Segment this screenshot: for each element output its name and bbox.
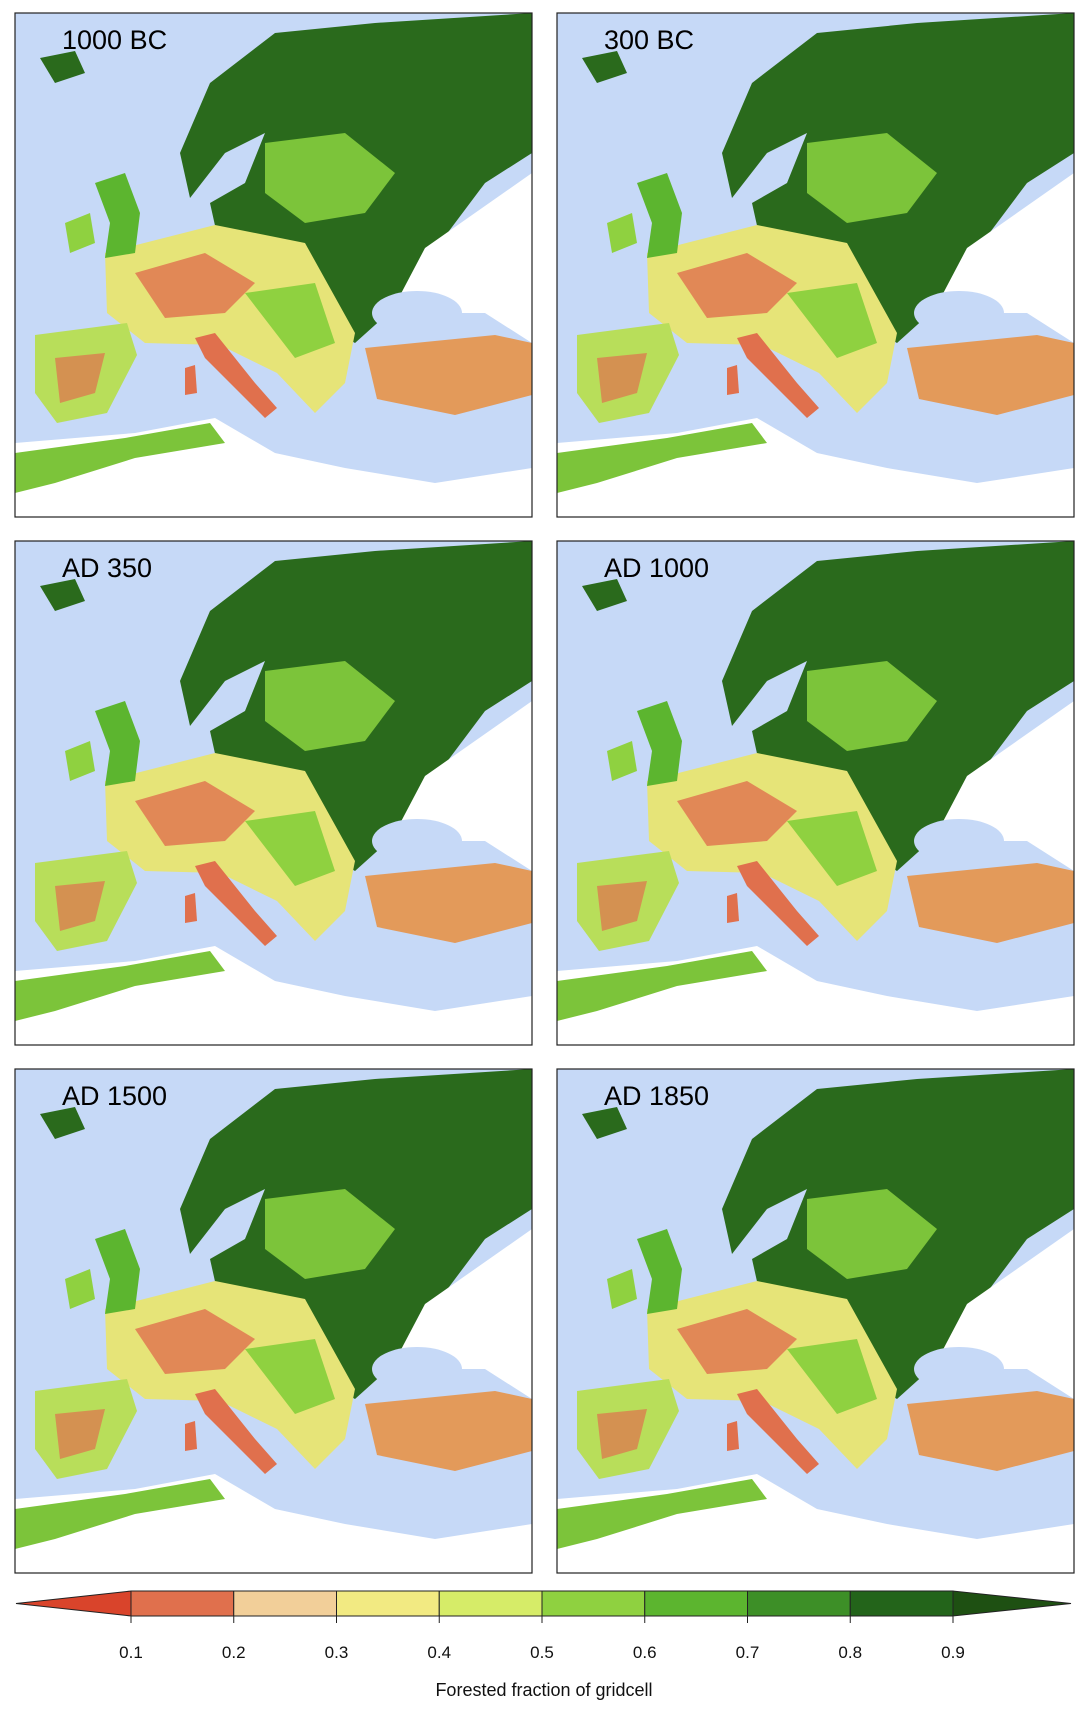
panel-title: AD 350	[62, 553, 152, 583]
colorbar-bin	[336, 1590, 440, 1617]
map-panel: AD 350	[14, 540, 533, 1046]
colorbar-tick-label: 0.8	[838, 1643, 862, 1662]
colorbar-bin	[644, 1590, 748, 1617]
panel-frame	[556, 1068, 1075, 1574]
panel-frame	[14, 1068, 533, 1574]
panel-title: AD 1000	[604, 553, 709, 583]
colorbar-extension-low	[15, 1590, 132, 1617]
panel-title: AD 1850	[604, 1081, 709, 1111]
panel-title: 300 BC	[604, 25, 694, 55]
panel-title: 1000 BC	[62, 25, 167, 55]
colorbar-bin	[747, 1590, 851, 1617]
panel-frame	[14, 540, 533, 1046]
colorbar-tick-label: 0.5	[530, 1643, 554, 1662]
colorbar-label: Forested fraction of gridcell	[435, 1680, 652, 1700]
colorbar-bin	[438, 1590, 543, 1617]
colorbar-tick-label: 0.6	[633, 1643, 657, 1662]
map	[15, 13, 532, 517]
map-panel: AD 1850	[556, 1068, 1075, 1574]
panel-title: AD 1500	[62, 1081, 167, 1111]
colorbar-bin	[849, 1590, 954, 1617]
colorbar-tick-label: 0.4	[427, 1643, 451, 1662]
colorbar-tick-label: 0.2	[222, 1643, 246, 1662]
map	[15, 541, 532, 1045]
panel-frame	[556, 12, 1075, 518]
colorbar-tick-label: 0.7	[736, 1643, 760, 1662]
panel-frame	[14, 12, 533, 518]
map-panel: AD 1500	[14, 1068, 533, 1574]
colorbar-tick-label: 0.9	[941, 1643, 965, 1662]
colorbar-extension-high	[952, 1590, 1072, 1617]
colorbar-tick-label: 0.3	[325, 1643, 349, 1662]
colorbar-tick-label: 0.1	[119, 1643, 143, 1662]
map-panel: 300 BC	[556, 12, 1075, 518]
colorbar-bin	[130, 1590, 235, 1617]
colorbar-bin	[233, 1590, 337, 1617]
map	[557, 13, 1074, 517]
panel-frame	[556, 540, 1075, 1046]
map	[557, 1069, 1074, 1573]
map	[15, 1069, 532, 1573]
colorbar-bin	[541, 1590, 646, 1617]
map	[557, 541, 1074, 1045]
map-panel: AD 1000	[556, 540, 1075, 1046]
map-panel: 1000 BC	[14, 12, 533, 518]
